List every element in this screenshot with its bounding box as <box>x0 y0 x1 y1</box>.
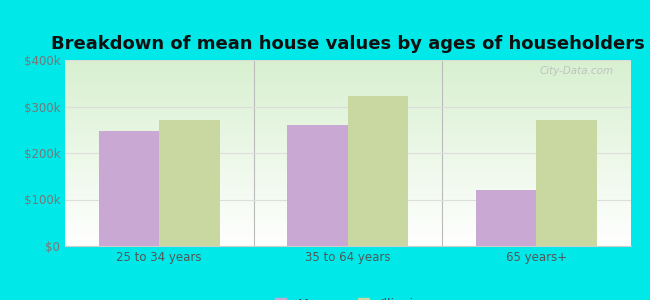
Title: Breakdown of mean house values by ages of householders: Breakdown of mean house values by ages o… <box>51 35 645 53</box>
Bar <box>476 190 536 246</box>
Bar <box>348 96 408 246</box>
Bar <box>287 124 348 246</box>
Legend: Monee, Illinois: Monee, Illinois <box>270 293 425 300</box>
Bar <box>99 131 159 246</box>
Text: City-Data.com: City-Data.com <box>540 66 614 76</box>
Bar <box>536 120 597 246</box>
Bar <box>159 119 220 246</box>
